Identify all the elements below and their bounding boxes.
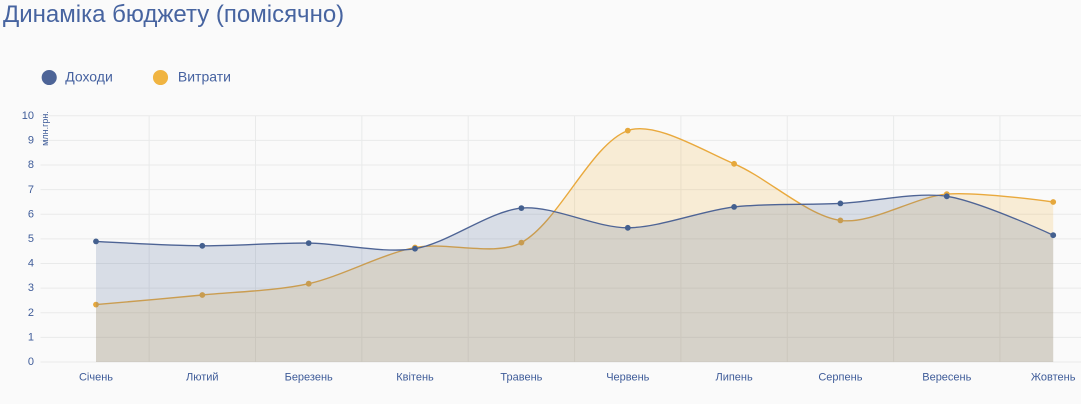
svg-text:7: 7 bbox=[28, 184, 34, 196]
svg-text:Травень: Травень bbox=[500, 372, 542, 384]
svg-text:Липень: Липень bbox=[715, 372, 753, 384]
svg-text:0: 0 bbox=[28, 356, 34, 368]
svg-text:10: 10 bbox=[22, 110, 34, 122]
svg-text:Витрати: Витрати bbox=[178, 69, 231, 85]
svg-text:Лютий: Лютий bbox=[186, 372, 219, 384]
svg-text:Січень: Січень bbox=[79, 372, 113, 384]
svg-text:2: 2 bbox=[28, 307, 34, 319]
svg-text:Квітень: Квітень bbox=[396, 372, 434, 384]
svg-text:9: 9 bbox=[28, 135, 34, 147]
svg-text:Серпень: Серпень bbox=[818, 372, 862, 384]
svg-text:Березень: Березень bbox=[285, 372, 333, 384]
svg-text:млн.грн.: млн.грн. bbox=[40, 111, 50, 146]
svg-text:8: 8 bbox=[28, 159, 34, 171]
svg-text:1: 1 bbox=[28, 332, 34, 344]
svg-text:6: 6 bbox=[28, 208, 34, 220]
svg-text:Жовтень: Жовтень bbox=[1031, 372, 1076, 384]
svg-text:Доходи: Доходи bbox=[65, 69, 113, 85]
svg-text:4: 4 bbox=[28, 258, 34, 270]
svg-text:Вересень: Вересень bbox=[922, 372, 971, 384]
svg-text:3: 3 bbox=[28, 282, 34, 294]
svg-text:Червень: Червень bbox=[606, 372, 649, 384]
svg-text:5: 5 bbox=[28, 233, 34, 245]
